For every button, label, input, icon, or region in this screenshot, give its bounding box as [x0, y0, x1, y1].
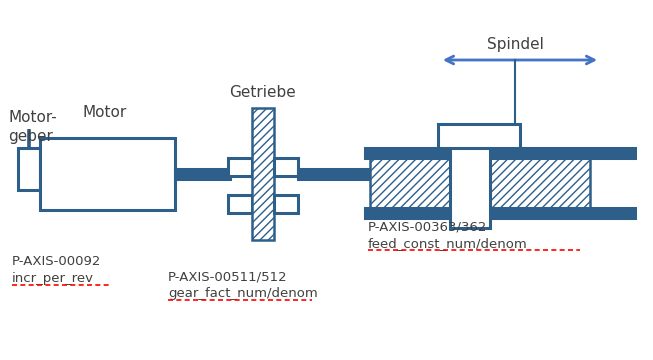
Text: gear_fact_num/denom: gear_fact_num/denom	[168, 287, 318, 300]
Text: Getriebe: Getriebe	[230, 85, 296, 100]
Bar	[365, 208, 635, 218]
Text: feed_const_num/denom: feed_const_num/denom	[368, 237, 528, 250]
Bar	[28, 130, 30, 148]
Bar	[490, 155, 590, 213]
Text: Spindel: Spindel	[486, 37, 543, 52]
Bar	[228, 158, 252, 176]
Bar	[18, 148, 40, 190]
Text: P-AXIS-00363/362: P-AXIS-00363/362	[368, 220, 487, 233]
Bar	[40, 138, 175, 210]
Bar	[252, 108, 274, 240]
Bar	[365, 148, 635, 158]
Bar	[175, 169, 230, 179]
Bar	[274, 195, 298, 213]
Bar	[450, 138, 490, 228]
Text: P-AXIS-00092: P-AXIS-00092	[12, 255, 101, 268]
Bar	[438, 124, 520, 148]
Text: Motor-
geber: Motor- geber	[8, 110, 57, 144]
Text: Motor: Motor	[83, 105, 127, 120]
Text: P-AXIS-00511/512: P-AXIS-00511/512	[168, 270, 287, 283]
Bar	[370, 155, 450, 213]
Bar	[228, 195, 252, 213]
Text: incr_per_rev: incr_per_rev	[12, 272, 94, 285]
Bar	[298, 169, 370, 179]
Bar	[274, 158, 298, 176]
